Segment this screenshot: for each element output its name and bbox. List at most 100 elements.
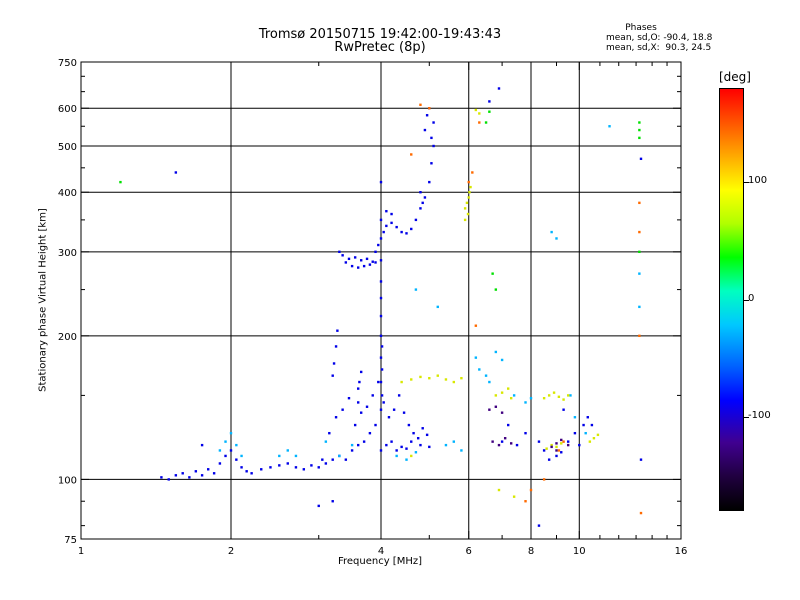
y-tick-label: 75 xyxy=(64,535,77,546)
data-point xyxy=(358,380,361,384)
data-point xyxy=(368,431,372,435)
data-point xyxy=(506,387,510,390)
data-point xyxy=(560,438,563,442)
data-point xyxy=(428,376,431,380)
data-point xyxy=(181,472,184,475)
data-point xyxy=(500,411,504,414)
data-point xyxy=(452,440,456,443)
data-point xyxy=(537,524,541,527)
data-point xyxy=(569,394,572,397)
data-point xyxy=(497,87,501,90)
data-point xyxy=(278,454,281,458)
data-point xyxy=(566,394,570,397)
data-point xyxy=(484,374,488,377)
chart-title: Tromsø 20150715 19:42:00-19:43:43 xyxy=(258,27,502,42)
data-point xyxy=(302,468,306,471)
data-point xyxy=(412,431,415,435)
data-point xyxy=(235,443,238,447)
data-point xyxy=(356,401,360,404)
data-point xyxy=(218,462,222,465)
data-point xyxy=(550,445,553,449)
y-axis-label: Stationary phase Virtual Height [km] xyxy=(37,208,49,392)
data-point xyxy=(500,358,504,362)
data-point xyxy=(200,474,204,477)
data-point xyxy=(488,380,491,384)
data-point xyxy=(582,423,585,427)
data-point xyxy=(555,442,558,445)
data-point xyxy=(390,221,393,225)
data-point xyxy=(224,454,227,458)
data-point xyxy=(586,416,589,419)
data-point xyxy=(494,350,498,354)
data-point xyxy=(430,162,433,165)
x-tick-label: 1 xyxy=(78,546,84,557)
data-point xyxy=(229,431,233,435)
data-point xyxy=(374,250,377,254)
data-point xyxy=(494,394,498,397)
data-point xyxy=(382,230,385,234)
data-point xyxy=(362,440,366,443)
phases-mean-o: mean, sd,O: -90.4, 18.8 xyxy=(606,33,713,43)
phase-colorbar xyxy=(719,88,744,511)
data-point xyxy=(405,232,408,235)
data-point xyxy=(509,396,513,400)
data-point xyxy=(245,470,248,473)
data-point xyxy=(382,401,385,404)
data-point xyxy=(638,121,641,124)
data-point xyxy=(555,237,558,240)
data-point xyxy=(638,201,641,205)
data-point xyxy=(332,362,336,365)
data-point xyxy=(488,110,491,113)
data-point xyxy=(488,100,491,103)
data-point xyxy=(638,128,641,132)
data-point xyxy=(390,440,393,443)
data-point xyxy=(425,114,429,117)
data-point xyxy=(395,225,398,229)
data-point xyxy=(425,433,429,437)
x-tick-label: 10 xyxy=(573,546,586,557)
data-point xyxy=(432,121,435,124)
data-point xyxy=(167,478,170,481)
data-point xyxy=(353,256,357,259)
y-tick-label: 600 xyxy=(58,104,77,115)
data-point xyxy=(410,227,413,231)
x-tick-label: 6 xyxy=(466,546,472,557)
colorbar-unit: [deg] xyxy=(719,70,751,84)
data-point xyxy=(362,264,366,268)
data-point xyxy=(379,218,383,222)
data-point xyxy=(359,259,363,262)
data-point xyxy=(430,136,433,140)
data-point xyxy=(500,440,504,443)
data-point xyxy=(419,191,422,194)
data-point xyxy=(491,272,494,275)
data-point xyxy=(638,334,641,338)
data-point xyxy=(423,128,427,132)
data-point xyxy=(566,443,570,447)
data-point xyxy=(471,171,474,174)
data-point xyxy=(444,378,448,381)
data-point xyxy=(385,443,388,447)
data-point xyxy=(365,405,369,408)
data-point xyxy=(478,368,481,371)
data-point xyxy=(638,272,641,275)
data-point xyxy=(592,437,596,440)
data-point xyxy=(555,449,558,452)
data-point xyxy=(379,259,383,262)
data-point xyxy=(515,443,519,447)
data-point xyxy=(119,180,122,184)
data-points xyxy=(119,87,643,527)
data-point xyxy=(478,112,481,115)
data-point xyxy=(260,468,263,471)
data-point xyxy=(638,230,641,234)
data-point xyxy=(400,380,403,384)
data-point xyxy=(419,207,422,210)
data-point xyxy=(550,443,553,447)
data-point xyxy=(331,500,334,503)
data-point xyxy=(350,443,354,447)
data-point xyxy=(416,437,420,440)
data-point xyxy=(509,442,513,445)
data-point xyxy=(542,396,546,400)
data-point xyxy=(557,395,561,398)
data-point xyxy=(379,334,383,338)
data-point xyxy=(379,296,383,300)
